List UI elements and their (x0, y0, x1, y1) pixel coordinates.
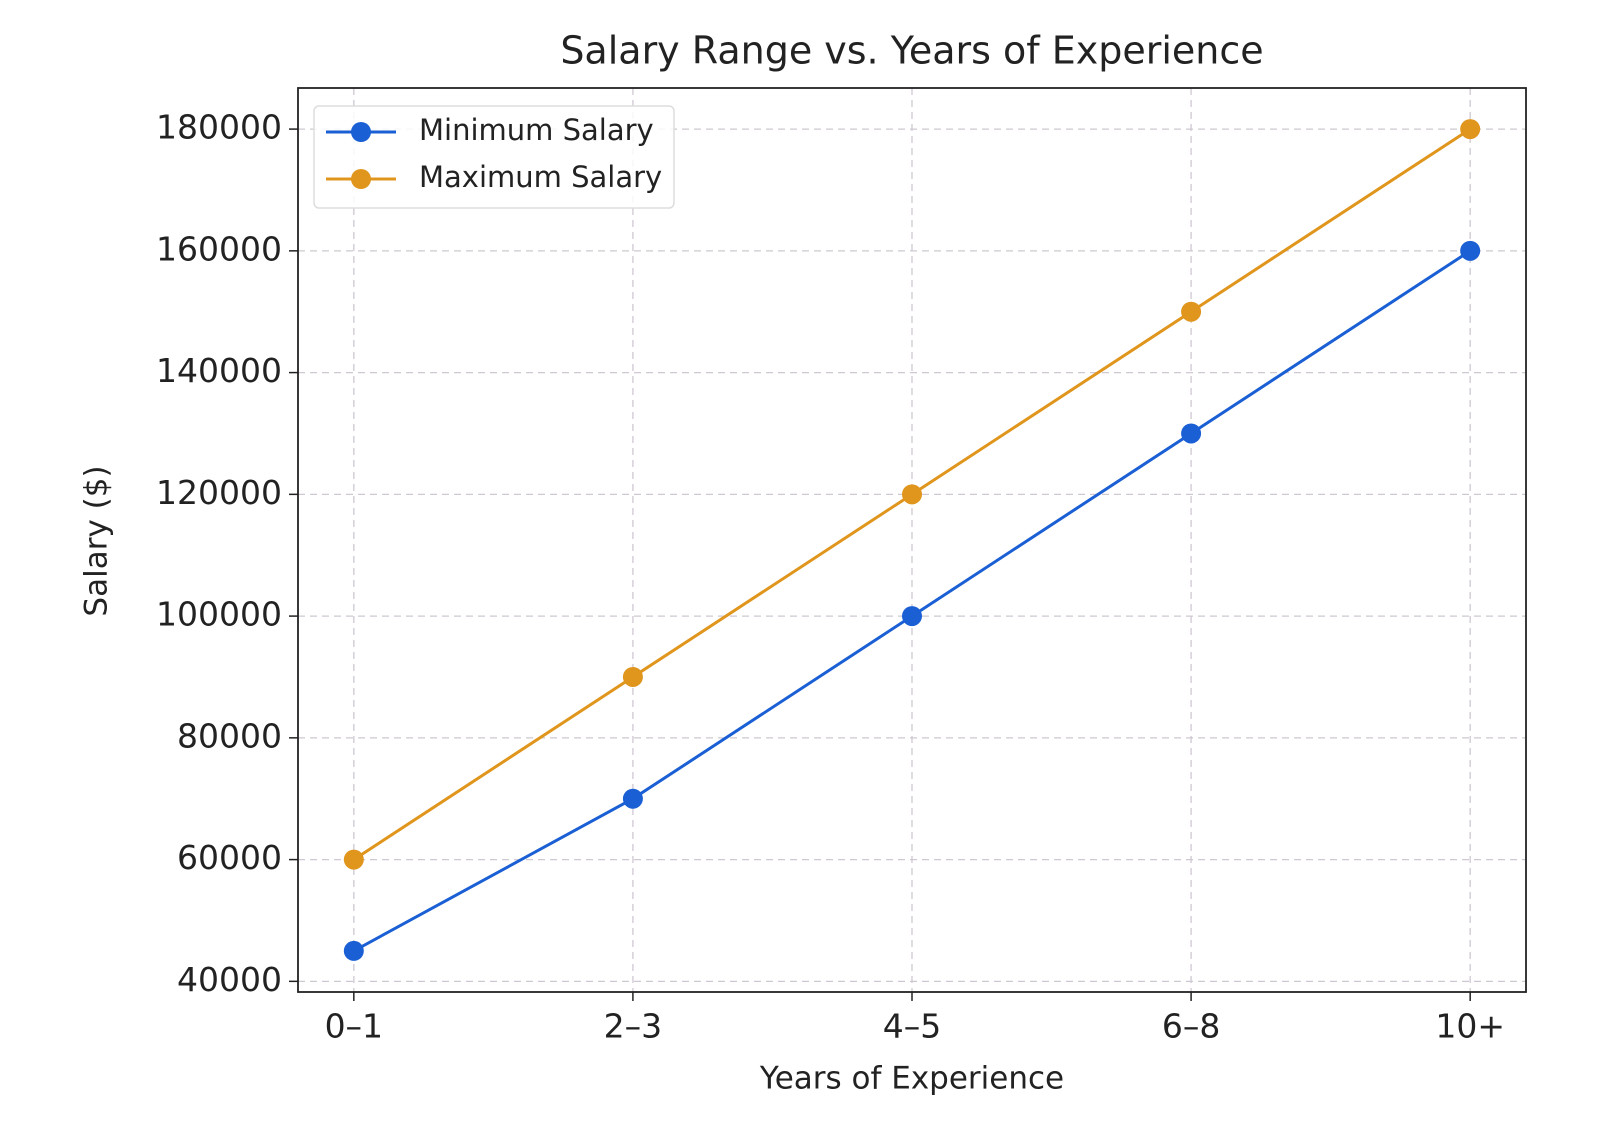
data-point (622, 666, 643, 687)
data-point (343, 849, 364, 870)
chart-title: Salary Range vs. Years of Experience (560, 29, 1263, 73)
y-tick-label: 160000 (156, 229, 282, 268)
data-point (1460, 119, 1481, 140)
data-point (1181, 423, 1202, 444)
x-tick-label: 2–3 (604, 1007, 663, 1046)
data-point (1460, 240, 1481, 261)
x-tick-label: 10+ (1435, 1007, 1505, 1046)
y-tick-label: 40000 (177, 960, 282, 999)
data-point (343, 940, 364, 961)
y-tick-label: 120000 (156, 473, 282, 512)
data-point (902, 606, 922, 627)
y-tick-label: 80000 (177, 716, 282, 755)
data-point (622, 788, 643, 809)
y-tick-label: 100000 (156, 595, 282, 634)
plot-frame (297, 87, 1527, 993)
data-point (1181, 301, 1202, 322)
legend: Minimum Salary Maximum Salary (313, 105, 675, 209)
y-tick-label: 60000 (177, 838, 282, 877)
x-tick-label: 6–8 (1162, 1007, 1221, 1046)
x-tick-label: 4–5 (883, 1007, 942, 1046)
x-tick-label: 0–1 (325, 1007, 384, 1046)
y-tick-label: 140000 (156, 351, 282, 390)
legend-box (313, 105, 675, 209)
legend-marker (351, 122, 371, 142)
x-axis-label: Years of Experience (759, 1061, 1064, 1097)
legend-label: Maximum Salary (419, 160, 662, 194)
y-axis-label: Salary ($) (79, 465, 115, 616)
legend-label: Minimum Salary (419, 113, 654, 147)
legend-marker (351, 169, 371, 189)
data-point (902, 484, 922, 505)
y-tick-label: 180000 (156, 108, 282, 147)
